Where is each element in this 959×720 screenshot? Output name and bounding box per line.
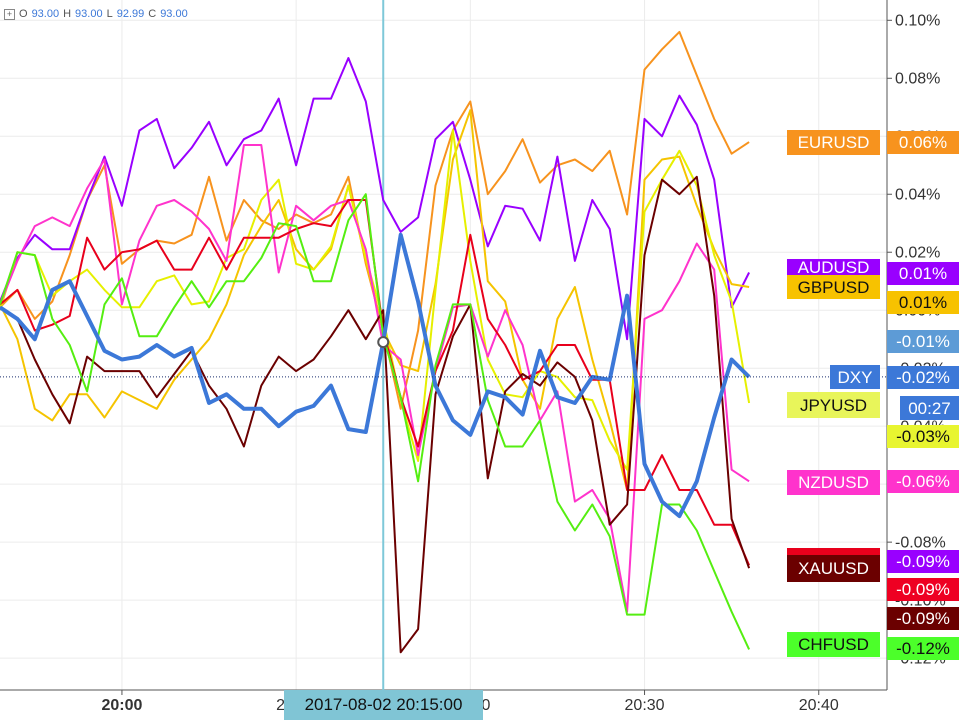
collapse-button[interactable]: + — [4, 8, 15, 20]
ohlc-value: 92.99 — [116, 8, 145, 20]
value-tag: -0.01% — [887, 330, 959, 353]
ohlc-key: C — [148, 8, 157, 20]
ohlc-value: 93.00 — [160, 8, 188, 20]
value-tag: -0.09% — [887, 607, 959, 630]
value-tag: -0.02% — [887, 366, 959, 389]
series-line — [0, 57, 750, 341]
series-line — [0, 129, 751, 471]
ohlc-value: 93.00 — [75, 8, 103, 20]
value-tag: -0.09% — [887, 578, 959, 601]
countdown: 00:27 — [900, 396, 959, 420]
name-tag: XAUUSD — [787, 555, 880, 582]
value-tag: -0.12% — [887, 637, 959, 660]
ohlc-value: 93.00 — [31, 8, 60, 20]
series-line — [0, 193, 751, 650]
y-tick-label: 0.10% — [895, 13, 940, 30]
name-tag: CHFUSD — [787, 632, 880, 657]
value-tag: -0.09% — [887, 550, 959, 573]
ohlc-key: O — [19, 8, 28, 20]
name-tag: JPYUSD — [787, 392, 880, 418]
crosshair-time-label: 2017-08-02 20:15:00 — [284, 690, 483, 720]
name-tag: GBPUSD — [787, 275, 880, 299]
y-tick-label: -0.08% — [895, 534, 946, 551]
name-tag: DXY — [830, 365, 880, 389]
ohlc-key: H — [63, 8, 72, 20]
value-tag: 0.06% — [887, 131, 959, 154]
x-tick-label: 20:30 — [625, 697, 665, 714]
x-tick-label: 20:40 — [799, 697, 839, 714]
name-tag: EURUSD — [787, 130, 880, 155]
value-tag: 0.01% — [887, 291, 959, 314]
ohlc-key: L — [106, 8, 113, 20]
ohlc-legend: + O 93.00 H 93.00 L 92.99 C 93.00 — [4, 8, 188, 20]
y-tick-label: 0.08% — [895, 70, 940, 87]
series-line — [0, 175, 751, 654]
value-tag: 0.01% — [887, 262, 959, 285]
crosshair-point — [377, 336, 390, 349]
x-tick-label: 20:00 — [101, 697, 142, 714]
value-tag: -0.06% — [887, 470, 959, 493]
y-tick-label: 0.02% — [895, 244, 940, 261]
y-tick-label: 0.04% — [895, 186, 940, 203]
name-tag: NZDUSD — [787, 470, 880, 495]
value-tag: -0.03% — [887, 425, 959, 448]
series-line — [0, 232, 751, 519]
series-line — [0, 144, 750, 613]
